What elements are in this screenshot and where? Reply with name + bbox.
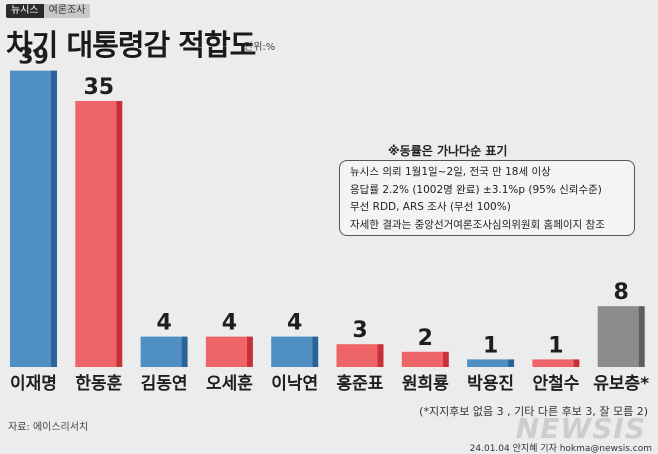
category-label: 유보층*: [593, 374, 649, 394]
bar-edge: [442, 351, 449, 367]
bar-group: 35 한동훈: [75, 75, 123, 394]
news-tag: 뉴시스 여론조사: [6, 4, 91, 18]
bar: [467, 359, 509, 367]
survey-info-line: 뉴시스 의뢰 1월1일~2일, 전국 만 18세 이상: [350, 166, 551, 178]
value-label: 8: [614, 280, 629, 305]
category-label: 원희룡: [402, 374, 449, 394]
tag-poll: 여론조사: [43, 4, 91, 18]
bar-edge: [377, 344, 384, 367]
bar-group: 1 안철수: [532, 333, 580, 394]
bar: [401, 351, 443, 367]
bar-group: 39 이재명: [10, 45, 57, 394]
bar-edge: [638, 306, 645, 367]
bar-edge: [116, 101, 123, 367]
value-label: 1: [483, 333, 498, 358]
unit-label: 단위:%: [244, 42, 276, 53]
bar: [140, 336, 182, 367]
bar: [75, 101, 117, 367]
survey-info-line: 자세한 결과는 중앙선거여론조사심의위원회 홈페이지 참조: [350, 218, 605, 231]
tie-note: ※동률은 가나다순 표기: [388, 144, 508, 158]
bar: [597, 306, 639, 367]
bar-group: 1 박용진: [467, 333, 515, 394]
bar-edge: [573, 359, 580, 367]
credit: 24.01.04 안지혜 기자 hokma@newsis.com: [469, 444, 652, 454]
bar-edge: [508, 359, 515, 367]
chart-title: 차기 대통령감 적합도: [6, 28, 256, 62]
bar-group: 8 유보층*: [593, 280, 649, 394]
bar-edge: [312, 336, 319, 367]
category-label: 안철수: [532, 374, 579, 394]
bar: [532, 359, 574, 367]
newsis-watermark: NEWSIS: [515, 412, 646, 445]
survey-info-line: 무선 RDD, ARS 조사 (무선 100%): [350, 201, 511, 213]
value-label: 2: [418, 326, 433, 351]
bar: [205, 336, 247, 367]
bar: [336, 344, 378, 367]
bar-edge: [181, 336, 188, 367]
category-label: 오세훈: [206, 373, 253, 394]
bar-group: 4 오세훈: [205, 311, 253, 394]
value-label: 1: [548, 333, 563, 358]
bar-edge: [51, 70, 57, 367]
value-label: 4: [156, 311, 171, 336]
source: 자료: 에이스리서치: [8, 422, 89, 433]
category-label: 홍준표: [337, 373, 384, 394]
bar-group: 2 원희룡: [401, 326, 449, 394]
survey-info-box: 뉴시스 의뢰 1월1일~2일, 전국 만 18세 이상 응답률 2.2% (10…: [339, 160, 635, 236]
category-label: 한동훈: [75, 373, 122, 394]
tag-newsis: 뉴시스: [6, 4, 44, 18]
value-label: 4: [222, 311, 237, 336]
value-label: 3: [352, 318, 367, 343]
bar-group: 4 이낙연: [271, 311, 319, 394]
bar-group: 4 김동연: [140, 311, 188, 394]
category-label: 박용진: [467, 374, 514, 394]
footnote: (*지지후보 없음 3 , 기타 다른 후보 3, 잘 모름 2): [419, 405, 648, 418]
value-label: 39: [18, 45, 49, 70]
category-label: 이낙연: [271, 374, 318, 394]
value-label: 4: [287, 311, 302, 336]
value-label: 35: [83, 75, 114, 100]
bar-edge: [246, 336, 253, 367]
bar: [271, 336, 313, 367]
bar: [10, 70, 51, 367]
bar-group: 3 홍준표: [336, 318, 384, 394]
category-label: 김동연: [141, 374, 188, 394]
category-label: 이재명: [10, 374, 57, 394]
survey-info-line: 응답률 2.2% (1002명 완료) ±3.1%p (95% 신뢰수준): [350, 183, 602, 196]
